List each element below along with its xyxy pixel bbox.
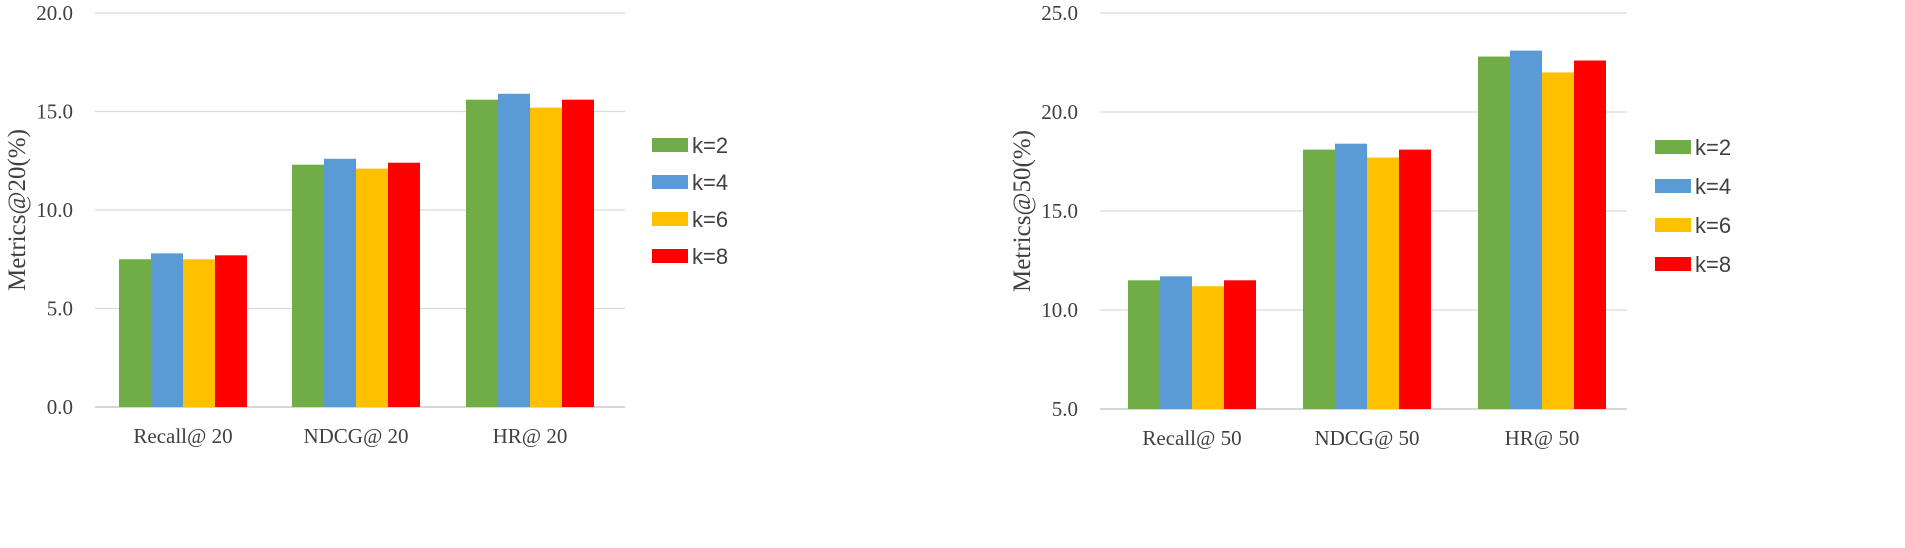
legend-swatch	[1655, 179, 1691, 193]
legend-label: k=2	[692, 133, 728, 158]
bar-k=6-recall20	[183, 259, 215, 407]
bar-k=8-hr20	[562, 99, 594, 408]
y-tick-label: 15.0	[36, 100, 73, 124]
bar-k=6-ndcg50	[1367, 157, 1399, 409]
bar-k=8-recall50	[1224, 280, 1256, 409]
bar-k=6-recall50	[1192, 286, 1224, 409]
y-tick-label: 20.0	[36, 1, 73, 25]
bar-k=8-ndcg50	[1399, 149, 1431, 409]
bar-k=2-recall20	[119, 259, 151, 407]
y-tick-label: 25.0	[1041, 1, 1078, 25]
legend-swatch	[1655, 140, 1691, 154]
legend-swatch	[652, 138, 688, 152]
legend-label: k=6	[692, 207, 728, 232]
x-category-label: NDCG@ 20	[303, 424, 408, 448]
bar-k=2-recall50	[1128, 280, 1160, 409]
legend-label: k=8	[692, 244, 728, 269]
legend-swatch	[652, 212, 688, 226]
x-category-label: HR@ 50	[1505, 426, 1580, 450]
bar-k=2-hr50	[1478, 56, 1510, 410]
chart-svg-right: 5.0 10.0 15.0 20.0 25.0 Metrics@50(%) Recall@ …	[1009, 1, 1731, 450]
legend-swatch	[1655, 257, 1691, 271]
bar-k=4-recall20	[151, 253, 183, 407]
legend-label: k=6	[1695, 213, 1731, 238]
y-tick-label: 5.0	[1052, 397, 1078, 421]
y-tick-label: 5.0	[47, 297, 73, 321]
bar-k=6-hr50	[1542, 72, 1574, 410]
bar-k=8-hr50	[1574, 60, 1606, 410]
y-tick-label: 0.0	[47, 395, 73, 419]
legend-swatch	[1655, 218, 1691, 232]
y-axis-title: Metrics@50(%)	[1009, 130, 1036, 292]
legend-label: k=4	[692, 170, 728, 195]
bar-k=2-ndcg20	[292, 164, 324, 407]
y-axis-title: Metrics@20(%)	[4, 129, 31, 291]
legend-swatch	[652, 249, 688, 263]
legend-label: k=4	[1695, 174, 1731, 199]
bar-k=4-ndcg50	[1335, 143, 1367, 409]
y-tick-label: 15.0	[1041, 199, 1078, 223]
bar-k=4-recall50	[1160, 276, 1192, 409]
x-category-label: Recall@ 20	[133, 424, 232, 448]
y-tick-label: 10.0	[36, 198, 73, 222]
chart-metrics-at-50: 5.0 10.0 15.0 20.0 25.0 Metrics@50(%) Recall@ …	[990, 0, 1905, 548]
bar-k=2-ndcg50	[1303, 149, 1335, 409]
bar-k=6-ndcg20	[356, 168, 388, 407]
x-category-label: HR@ 20	[493, 424, 568, 448]
bar-k=4-ndcg20	[324, 158, 356, 407]
y-tick-label: 10.0	[1041, 298, 1078, 322]
bar-k=4-hr50	[1510, 50, 1542, 410]
x-category-label: NDCG@ 50	[1314, 426, 1419, 450]
bar-k=8-ndcg20	[388, 162, 420, 407]
legend-swatch	[652, 175, 688, 189]
legend-label: k=8	[1695, 252, 1731, 277]
y-tick-label: 20.0	[1041, 100, 1078, 124]
chart-metrics-at-20: 0.0 5.0 10.0 15.0 20.0 Metrics@20(%) Recall@ 2…	[0, 0, 900, 548]
x-category-label: Recall@ 50	[1142, 426, 1241, 450]
bar-k=8-recall20	[215, 255, 247, 407]
bar-k=2-hr20	[466, 99, 498, 408]
legend-label: k=2	[1695, 135, 1731, 160]
bar-k=6-hr20	[530, 107, 562, 407]
chart-svg-left: 0.0 5.0 10.0 15.0 20.0 Metrics@20(%) Recall@ 2…	[4, 1, 728, 448]
bar-k=4-hr20	[498, 93, 530, 408]
